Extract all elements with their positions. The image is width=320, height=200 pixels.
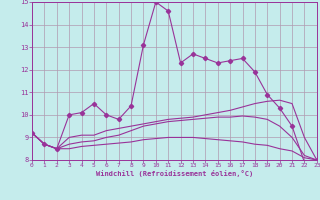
X-axis label: Windchill (Refroidissement éolien,°C): Windchill (Refroidissement éolien,°C) <box>96 170 253 177</box>
